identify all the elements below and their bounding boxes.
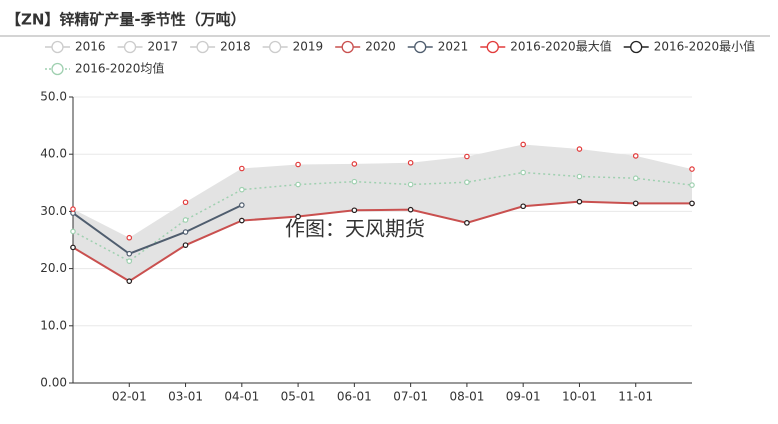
legend-marker[interactable] — [486, 40, 499, 54]
data-point — [407, 206, 414, 213]
data-point — [407, 181, 414, 188]
data-point — [351, 207, 358, 214]
data-point — [182, 242, 189, 248]
data-point — [689, 166, 695, 172]
x-tick-label: 08-01 — [449, 390, 484, 404]
data-point — [689, 182, 695, 188]
legend-label[interactable]: 2016-2020均值 — [75, 61, 164, 76]
data-point — [70, 244, 76, 251]
y-tick-label: 30.0 — [40, 204, 67, 218]
data-point — [576, 198, 583, 205]
data-point — [239, 165, 245, 172]
legend-marker[interactable] — [268, 40, 282, 54]
data-point — [520, 169, 526, 176]
data-point — [351, 178, 358, 185]
legend-label[interactable]: 2018 — [220, 40, 251, 54]
legend-label[interactable]: 2021 — [438, 40, 469, 54]
x-tick-label: 02-01 — [112, 390, 147, 404]
x-tick-label: 06-01 — [337, 390, 372, 404]
data-point — [70, 228, 76, 235]
legend-marker[interactable] — [196, 40, 209, 54]
data-point — [351, 161, 358, 167]
watermark: 作图：天风期货 — [285, 217, 425, 241]
data-point — [689, 200, 695, 207]
data-point — [70, 206, 76, 212]
legend-label[interactable]: 2019 — [293, 40, 324, 54]
data-point — [182, 217, 189, 223]
legend-marker[interactable] — [630, 40, 643, 54]
x-tick-label: 07-01 — [393, 390, 428, 404]
y-tick-label: 40.0 — [40, 147, 67, 161]
data-point — [239, 202, 245, 208]
data-point — [126, 278, 133, 284]
y-tick-label: 20.0 — [40, 261, 67, 275]
x-tick-label: 11-01 — [618, 390, 653, 404]
legend-label[interactable]: 2016-2020最小值 — [654, 39, 755, 54]
data-point — [464, 179, 470, 186]
data-point — [182, 199, 189, 206]
series-line — [72, 204, 243, 255]
data-point — [239, 186, 245, 193]
legend-marker[interactable] — [341, 40, 354, 54]
data-point — [295, 213, 301, 220]
data-point — [295, 181, 301, 188]
legend-marker[interactable] — [51, 40, 64, 54]
legend-marker[interactable] — [123, 40, 137, 54]
data-point — [464, 220, 470, 226]
range-band — [73, 144, 692, 282]
x-tick-label: 10-01 — [562, 390, 597, 404]
x-tick-label: 03-01 — [168, 390, 203, 404]
data-point — [576, 146, 583, 152]
data-point — [126, 250, 133, 257]
legend-label[interactable]: 2020 — [365, 40, 396, 54]
data-point — [126, 234, 133, 241]
data-point — [182, 229, 189, 235]
x-tick-label: 09-01 — [506, 390, 541, 404]
data-point — [520, 141, 526, 148]
legend-label[interactable]: 2016-2020最大值 — [510, 39, 611, 54]
data-point — [632, 200, 639, 207]
data-point — [126, 258, 133, 264]
series-line — [72, 200, 692, 283]
legend-marker[interactable] — [414, 40, 427, 54]
x-tick-label: 05-01 — [281, 390, 316, 404]
data-point — [295, 161, 301, 168]
data-point — [520, 203, 526, 210]
legend-marker[interactable] — [51, 62, 64, 76]
data-point — [632, 175, 639, 182]
y-tick-label: 0.00 — [40, 376, 67, 390]
x-tick-label: 04-01 — [224, 390, 259, 404]
chart-title: 【ZN】锌精矿产量-季节性（万吨） — [6, 11, 246, 29]
series-line — [72, 171, 693, 263]
legend-label[interactable]: 2016 — [75, 40, 106, 54]
legend-label[interactable]: 2017 — [148, 40, 179, 54]
y-tick-label: 50.0 — [40, 90, 67, 104]
data-point — [407, 159, 414, 166]
data-point — [464, 153, 470, 160]
y-tick-label: 10.0 — [40, 318, 67, 332]
data-point — [239, 217, 245, 224]
data-point — [632, 153, 639, 159]
data-point — [576, 173, 583, 180]
